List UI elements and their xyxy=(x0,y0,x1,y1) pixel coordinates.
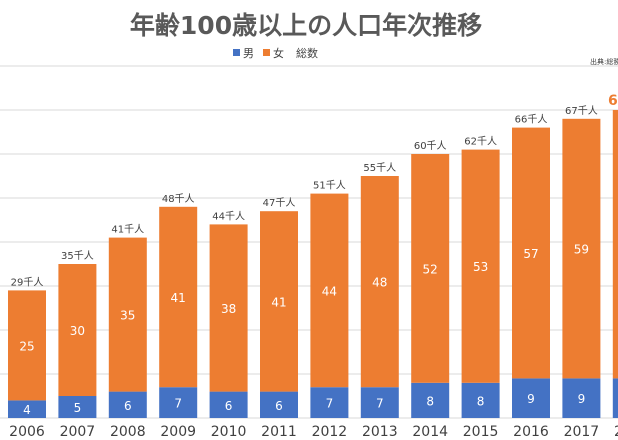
bar-male-2008 xyxy=(108,391,147,418)
x-tick-2008: 2008 xyxy=(110,424,146,440)
total-label-2010: 44千人 xyxy=(212,210,245,222)
legend-label-total: 総数 xyxy=(296,46,318,60)
x-tick-2015: 2015 xyxy=(463,424,499,440)
bar-female-2006 xyxy=(8,290,46,401)
bar-male-2017 xyxy=(562,378,601,418)
data-label-female-2009: 41 xyxy=(171,291,186,305)
bar-female-2015 xyxy=(461,149,500,383)
legend-swatch-male xyxy=(233,49,240,56)
gridlines xyxy=(0,65,618,419)
data-label-female-2016: 57 xyxy=(523,247,538,261)
data-label-female-2017: 59 xyxy=(574,243,589,257)
data-label-female-2011: 41 xyxy=(271,295,286,309)
bar-female-2011 xyxy=(260,211,298,392)
bar-female-2010 xyxy=(209,224,248,392)
data-label-male-2016: 9 xyxy=(527,392,535,406)
total-label-2014: 60千人 xyxy=(414,140,447,152)
total-label-2009: 48千人 xyxy=(162,193,195,205)
data-label-female-2007: 30 xyxy=(70,324,85,338)
x-tick-2018: 2018 xyxy=(614,424,618,440)
data-label-male-2012: 7 xyxy=(326,397,334,411)
bars xyxy=(8,110,618,418)
x-tick-2009: 2009 xyxy=(160,424,196,440)
total-label-2017: 67千人 xyxy=(565,105,598,117)
legend-swatch-female xyxy=(263,49,270,56)
data-label-male-2008: 6 xyxy=(124,399,132,413)
total-label-2008: 41千人 xyxy=(111,224,144,236)
chart-title: 年齢100歳以上の人口年次推移 xyxy=(130,11,482,40)
bar-male-2006 xyxy=(8,400,46,418)
data-label-female-2006: 25 xyxy=(19,339,34,353)
data-label-male-2009: 7 xyxy=(174,397,182,411)
data-label-female-2013: 48 xyxy=(372,276,387,290)
bar-male-2007 xyxy=(58,396,97,418)
data-label-male-2013: 7 xyxy=(376,397,384,411)
bar-female-2014 xyxy=(411,154,450,383)
bar-female-2007 xyxy=(58,264,97,396)
total-label-2007: 35千人 xyxy=(61,250,94,262)
bar-male-2018 xyxy=(612,378,618,418)
data-label-female-2008: 35 xyxy=(120,309,135,323)
data-label-male-2017: 9 xyxy=(578,392,586,406)
x-tick-2006: 2006 xyxy=(9,424,45,440)
x-tick-2014: 2014 xyxy=(412,424,448,440)
data-label-female-2015: 53 xyxy=(473,260,488,274)
total-label-2011: 47千人 xyxy=(263,197,296,209)
total-label-2012: 51千人 xyxy=(313,180,346,192)
data-label-female-2010: 38 xyxy=(221,302,236,316)
bar-female-2012 xyxy=(310,193,349,388)
bar-female-2013 xyxy=(360,176,399,388)
x-tick-2013: 2013 xyxy=(362,424,398,440)
data-label-male-2007: 5 xyxy=(74,401,82,415)
total-label-2016: 66千人 xyxy=(515,114,548,126)
x-tick-2016: 2016 xyxy=(513,424,549,440)
bar-male-2009 xyxy=(159,387,198,418)
legend-label-male: 男 xyxy=(243,47,254,60)
x-tick-2012: 2012 xyxy=(312,424,348,440)
labels: 4 25 29千人 5 30 35千人 6 35 41千人 7 41 48千人 6 38 44千人 6 41 47… xyxy=(11,92,618,417)
bar-female-2008 xyxy=(108,237,147,392)
data-label-male-2015: 8 xyxy=(477,394,485,408)
data-label-male-2014: 8 xyxy=(426,394,434,408)
bar-male-2010 xyxy=(209,391,248,418)
total-label-2018: 69千人 xyxy=(608,92,618,109)
bar-female-2016 xyxy=(512,127,550,379)
total-label-2006: 29千人 xyxy=(11,276,44,288)
total-label-2013: 55千人 xyxy=(363,162,396,174)
data-label-female-2014: 52 xyxy=(423,262,438,276)
x-tick-2007: 2007 xyxy=(60,424,96,440)
data-label-male-2011: 6 xyxy=(275,399,283,413)
bar-male-2015 xyxy=(461,382,500,418)
bar-female-2009 xyxy=(159,206,198,388)
data-label-male-2010: 6 xyxy=(225,399,233,413)
bar-male-2011 xyxy=(260,391,298,418)
bar-male-2013 xyxy=(360,387,399,418)
data-label-female-2012: 44 xyxy=(322,284,337,298)
data-label-male-2006: 4 xyxy=(23,403,31,417)
total-label-2015: 62千人 xyxy=(464,136,497,148)
x-axis-ticks: 2006 2007 2008 2009 2010 2011 2012 2013 2014 2015… xyxy=(9,424,618,440)
legend-label-female: 女 xyxy=(273,46,284,60)
x-tick-2010: 2010 xyxy=(211,424,247,440)
bar-male-2016 xyxy=(512,378,550,418)
bar-female-2017 xyxy=(562,118,601,379)
legend: 男 女 総数 xyxy=(233,46,318,60)
bar-male-2012 xyxy=(310,387,349,418)
bar-male-2014 xyxy=(411,382,450,418)
x-tick-2011: 2011 xyxy=(261,424,297,440)
bar-female-2018 xyxy=(612,110,618,379)
source-note: 出典:総務 xyxy=(590,57,618,66)
x-tick-2017: 2017 xyxy=(564,424,600,440)
